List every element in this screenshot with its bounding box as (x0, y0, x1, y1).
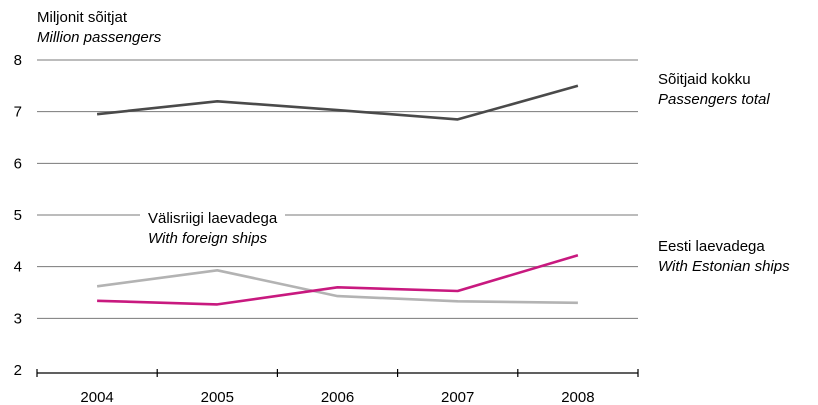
x-tick-label-2004: 2004 (80, 389, 113, 405)
series-label-foreign: Välisriigi laevadega With foreign ships (140, 209, 286, 249)
x-tick-label-2007: 2007 (441, 389, 474, 405)
series-label-foreign-et: Välisriigi laevadega (148, 210, 278, 227)
series-label-estonian-en: With Estonian ships (658, 258, 790, 275)
y-tick-label-3: 3 (14, 310, 22, 327)
series-label-foreign-en: With foreign ships (148, 230, 268, 247)
x-tick-label-2008: 2008 (561, 389, 594, 405)
y-tick-label-2: 2 (14, 362, 22, 379)
y-tick-label-5: 5 (14, 207, 22, 224)
y-tick-label-4: 4 (14, 259, 22, 276)
y-axis-title: Miljonit sõitjat Million passengers (37, 8, 161, 48)
x-tick-label-2005: 2005 (201, 389, 234, 405)
y-tick-label-8: 8 (14, 52, 22, 69)
x-tick-label-2006: 2006 (321, 389, 354, 405)
y-axis-title-en: Million passengers (37, 29, 162, 46)
y-tick-label-6: 6 (14, 155, 22, 172)
series-label-total: Sõitjaid kokku Passengers total (658, 70, 770, 110)
series-line-total (96, 84, 579, 121)
series-label-estonian: Eesti laevadega With Estonian ships (658, 237, 790, 277)
y-tick-label-7: 7 (14, 104, 22, 121)
series-line-foreign (96, 268, 578, 305)
y-axis-title-et: Miljonit sõitjat (37, 9, 128, 26)
series-line-estonian (97, 254, 579, 306)
series-label-estonian-et: Eesti laevadega (658, 238, 765, 255)
series-label-total-et: Sõitjaid kokku (658, 71, 751, 88)
series-label-total-en: Passengers total (658, 91, 770, 108)
